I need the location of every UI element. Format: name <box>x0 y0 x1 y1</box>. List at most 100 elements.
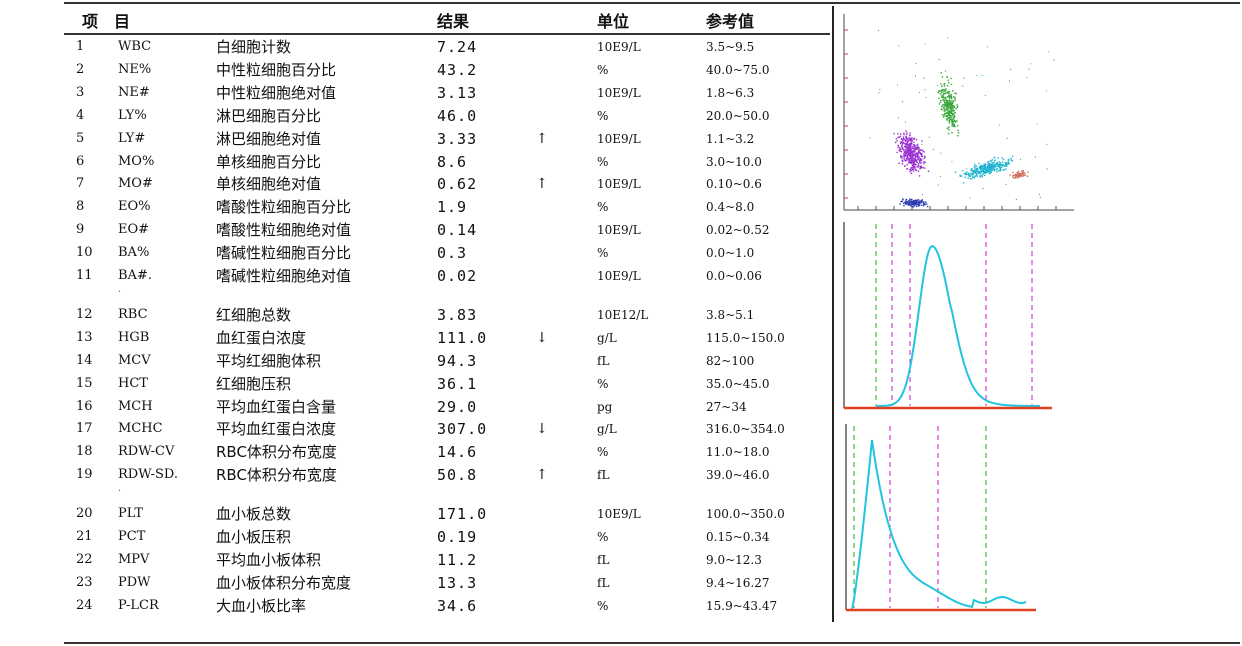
cell-code: MPV <box>118 551 150 567</box>
scatter-cluster <box>954 155 1014 184</box>
table-row: 1 WBC 白细胞计数 7.24 10E9/L 3.5~9.5 <box>0 36 830 58</box>
cell-code: MO% <box>118 153 155 169</box>
rbc-histogram <box>843 222 1052 410</box>
cell-no: 21 <box>76 529 93 544</box>
cell-ref: 0.15~0.34 <box>706 530 770 544</box>
cell-result: 36.1 <box>437 374 478 393</box>
table-row: 9 EO# 嗜酸性粒细胞绝对值 0.14 10E9/L 0.02~0.52 <box>0 219 830 241</box>
cell-unit: % <box>597 376 609 391</box>
table-row: 21 PCT 血小板压积 0.19% 0.15~0.34 <box>0 526 830 548</box>
cell-unit: fL <box>597 575 610 590</box>
cell-no: 9 <box>76 222 85 238</box>
cell-result: 94.3 <box>437 351 478 370</box>
cell-result: 0.19 <box>437 528 478 546</box>
cell-name: 嗜碱性粒细胞绝对值 <box>216 267 352 285</box>
cell-ref: 1.1~3.2 <box>706 131 755 146</box>
cell-ref: 0.4~8.0 <box>706 200 755 215</box>
cell-ref: 15.9~43.47 <box>706 598 778 613</box>
scatter-cluster <box>1009 170 1029 179</box>
cell-code: BA% <box>118 245 150 261</box>
cell-ref: 82~100 <box>706 353 755 368</box>
table-row: 12 RBC 红细胞总数 3.83 10E12/L 3.8~5.1 <box>0 304 830 326</box>
cell-name: 红细胞压积 <box>216 374 292 393</box>
cell-code: LY% <box>118 107 147 123</box>
cell-unit: % <box>597 62 609 77</box>
cell-code: WBC <box>118 39 152 54</box>
cell-result: 8.6 <box>437 152 468 171</box>
cell-unit: % <box>597 598 609 613</box>
cell-result: 29.0 <box>437 397 478 416</box>
cell-name: 淋巴细胞百分比 <box>216 106 322 125</box>
cell-no: 19 <box>76 467 93 483</box>
cell-code: MO# <box>118 176 153 192</box>
cell-ref: 3.0~10.0 <box>706 154 762 169</box>
table-row: 4 LY% 淋巴细胞百分比 46.0% 20.0~50.0 <box>0 105 830 127</box>
cell-unit: % <box>597 200 609 215</box>
cell-name: 中性粒细胞百分比 <box>216 60 337 79</box>
cell-name: RBC体积分布宽度 <box>216 443 337 462</box>
panel-divider <box>832 6 834 622</box>
cell-result: 0.02 <box>437 267 478 285</box>
cell-code: MCHC <box>118 421 163 437</box>
cell-ref: 20.0~50.0 <box>706 108 770 123</box>
table-row: 22 MPV 平均血小板体积 11.2 fL 9.0~12.3 <box>0 549 830 571</box>
cell-unit: % <box>597 154 609 169</box>
cell-name: 嗜碱性粒细胞百分比 <box>216 244 352 263</box>
cell-code: HCT <box>118 375 148 391</box>
cell-name: 白细胞计数 <box>216 38 292 56</box>
cell-no: 23 <box>76 574 93 590</box>
cell-unit: g/L <box>597 330 617 345</box>
cell-ref: 0.0~0.06 <box>706 269 762 283</box>
cell-code: RDW-CV <box>118 444 175 460</box>
cell-no: 5 <box>76 130 85 146</box>
wbc-scatter-plot <box>843 14 1074 211</box>
cell-name: 中性粒细胞绝对值 <box>216 83 337 102</box>
cell-result: 7.24 <box>437 38 478 56</box>
table-row: 3 NE# 中性粒细胞绝对值 3.13 10E9/L 1.8~6.3 <box>0 82 830 104</box>
cell-code: RBC <box>118 306 148 322</box>
table-row: 19 RDW-SD. RBC体积分布宽度 50.8 ↑ fL 39.0~46.0 <box>0 464 830 486</box>
cell-code: EO# <box>118 222 150 238</box>
cell-ref: 11.0~18.0 <box>706 445 770 460</box>
cell-name: 平均红细胞体积 <box>216 351 322 370</box>
cell-result: 3.33 <box>437 129 478 148</box>
cell-no: 13 <box>76 329 93 345</box>
cell-no: 16 <box>76 398 93 414</box>
cell-name: 嗜酸性粒细胞绝对值 <box>216 221 352 240</box>
cell-result: 34.6 <box>437 596 478 615</box>
bottom-rule <box>64 642 1240 644</box>
cell-ref: 27~34 <box>706 399 747 414</box>
cell-unit: pg <box>597 399 613 414</box>
cell-result: 11.2 <box>437 550 478 569</box>
cell-code: NE# <box>118 84 150 100</box>
cell-no: 17 <box>76 421 93 437</box>
cell-code: PLT <box>118 506 143 522</box>
cell-unit: fL <box>597 468 610 483</box>
cell-name: 单核细胞绝对值 <box>216 175 322 194</box>
cell-name: 红细胞总数 <box>216 305 292 324</box>
cell-code: MCV <box>118 352 151 368</box>
table-row: 13 HGB 血红蛋白浓度 111.0 ↓ g/L 115.0~150.0 <box>0 327 830 349</box>
cell-name: 淋巴细胞绝对值 <box>216 129 322 148</box>
cell-ref: 316.0~354.0 <box>706 422 785 437</box>
table-row: 10 BA% 嗜碱性粒细胞百分比 0.3% 0.0~1.0 <box>0 242 830 264</box>
cell-code: HGB <box>118 329 150 345</box>
cell-ref: 9.0~12.3 <box>706 552 762 567</box>
hist-curve <box>851 439 1027 611</box>
header-result: 结果 <box>437 12 470 31</box>
table-row: 16 MCH 平均血红蛋白含量 29.0 pg 27~34 <box>0 396 830 418</box>
cell-ref: 0.02~0.52 <box>706 223 770 238</box>
table-row: 18 RDW-CV RBC体积分布宽度 14.6% 11.0~18.0 <box>0 441 830 463</box>
cell-unit: % <box>597 445 609 460</box>
scatter-cluster <box>899 198 929 208</box>
cell-result: 3.13 <box>437 83 478 102</box>
cell-unit: 10E9/L <box>597 269 641 283</box>
cell-no: 18 <box>76 444 93 460</box>
cell-result: 43.2 <box>437 60 478 79</box>
cell-unit: % <box>597 108 609 123</box>
table-row: 8 EO% 嗜酸性粒细胞百分比 1.9% 0.4~8.0 <box>0 196 830 218</box>
cell-name: RBC体积分布宽度 <box>216 466 337 485</box>
cell-ref: 0.10~0.6 <box>706 177 762 192</box>
cell-code: PCT <box>118 529 146 544</box>
cell-no: 14 <box>76 352 93 368</box>
